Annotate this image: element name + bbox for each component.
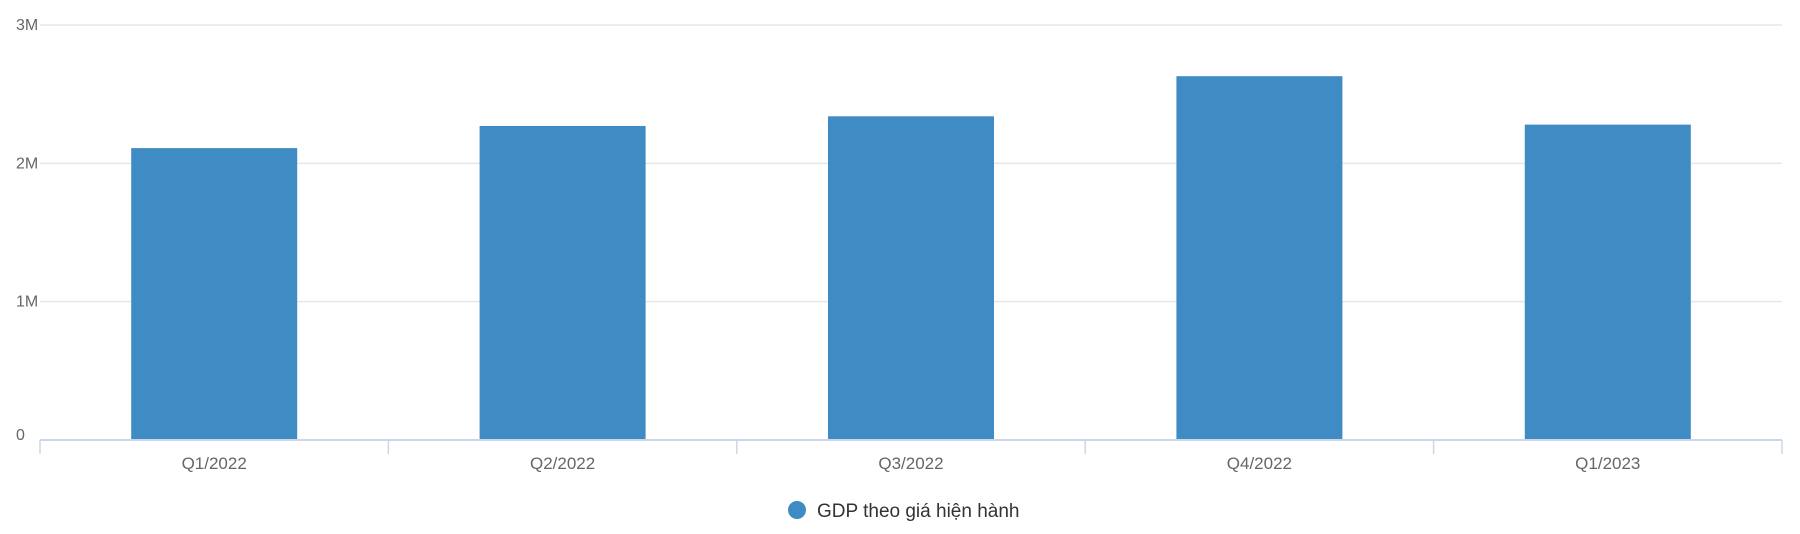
x-tick-label: Q4/2022 <box>1227 454 1292 473</box>
y-tick-label: 0 <box>16 427 25 444</box>
legend-marker[interactable] <box>788 501 806 519</box>
x-tick-label: Q1/2023 <box>1575 454 1640 473</box>
x-tick-label: Q1/2022 <box>182 454 247 473</box>
bar[interactable] <box>828 116 994 441</box>
legend-label[interactable]: GDP theo giá hiện hành <box>817 501 1019 522</box>
x-tick-label: Q2/2022 <box>530 454 595 473</box>
legend[interactable]: GDP theo giá hiện hành <box>788 501 1019 522</box>
bars <box>131 76 1691 441</box>
bar[interactable] <box>131 148 298 440</box>
x-axis: Q1/2022 Q2/2022 Q3/2022 Q4/2022 Q1/2023 <box>39 439 1783 473</box>
bar[interactable] <box>1524 124 1691 440</box>
bar[interactable] <box>479 125 646 440</box>
y-axis-ticks: 0 1M 2M 3M <box>16 17 38 444</box>
bar[interactable] <box>1176 76 1343 440</box>
y-tick-label: 3M <box>16 17 38 34</box>
y-tick-label: 2M <box>16 155 38 172</box>
x-tick-label: Q3/2022 <box>878 454 943 473</box>
y-tick-label: 1M <box>16 294 38 311</box>
